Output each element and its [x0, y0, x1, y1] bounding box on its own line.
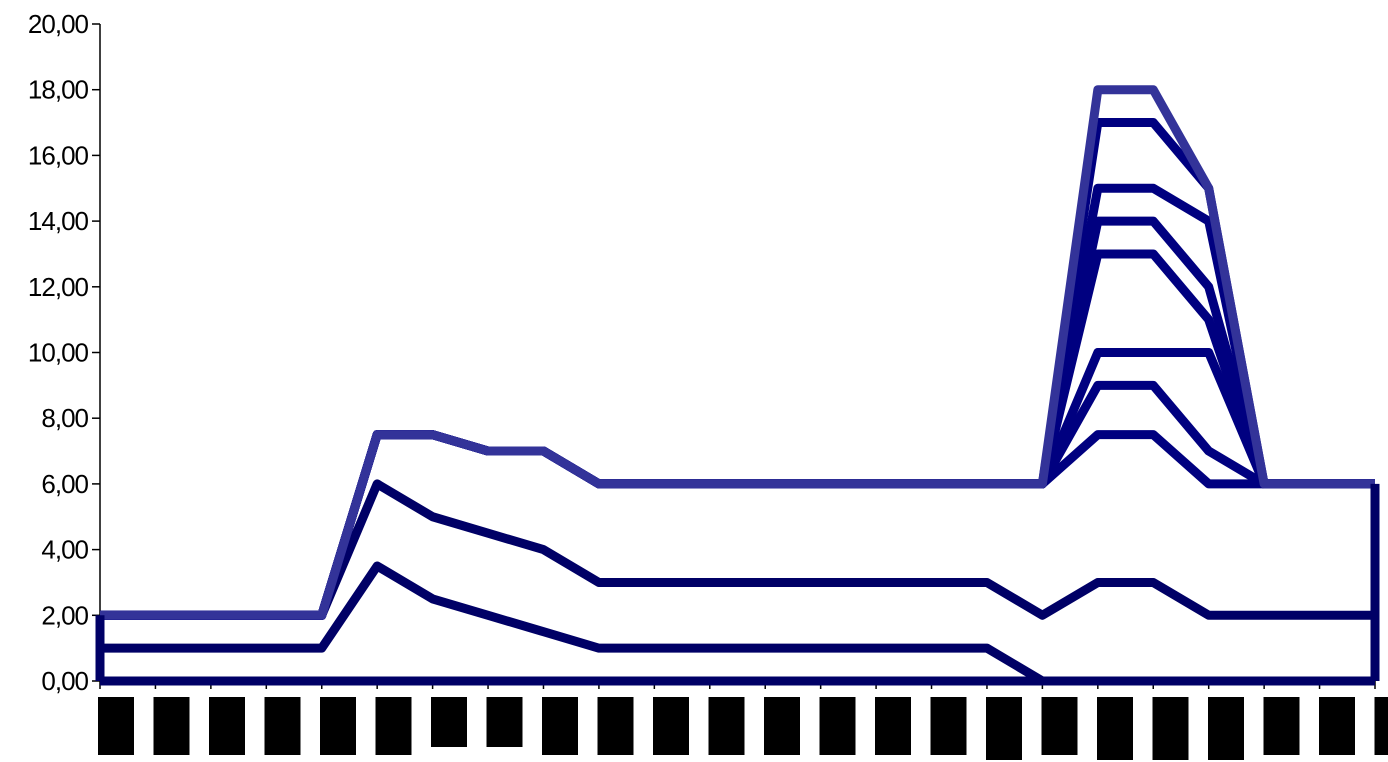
redacted-x-label	[486, 697, 523, 747]
redacted-x-label	[708, 697, 745, 755]
y-tick-label: 16,00	[28, 140, 89, 170]
redacted-x-label	[1374, 697, 1388, 755]
series-line-11	[100, 85, 1375, 620]
redacted-x-label	[875, 697, 911, 755]
series-line-7	[100, 249, 1375, 620]
series-line-2	[100, 561, 1375, 686]
redacted-x-label	[986, 697, 1022, 760]
redacted-x-label	[264, 697, 301, 755]
redacted-x-label	[320, 697, 356, 755]
series-line-4	[100, 430, 1375, 620]
series-lines	[95, 85, 1380, 686]
redacted-x-label	[764, 697, 800, 755]
redacted-x-label	[431, 697, 467, 747]
redacted-x-label	[1319, 697, 1355, 755]
redacted-x-label	[153, 697, 190, 755]
y-tick-label: 6,00	[41, 469, 88, 499]
redacted-x-label	[930, 697, 967, 755]
y-tick-label: 4,00	[41, 535, 88, 565]
redacted-x-label	[98, 697, 134, 755]
y-tick-label: 12,00	[28, 272, 89, 302]
redacted-x-label	[542, 697, 578, 755]
redacted-x-label	[1208, 697, 1244, 760]
redacted-x-label	[1152, 697, 1189, 760]
redacted-x-label	[1263, 697, 1300, 755]
y-tick-label: 2,00	[41, 600, 88, 630]
y-tick-label: 8,00	[41, 403, 88, 433]
y-tick-label: 0,00	[41, 666, 88, 696]
series-line-3	[100, 479, 1375, 620]
y-axis: 0,00 2,00 4,00 6,00 8,00 10,00 12,00 14,00 16,00…	[28, 9, 101, 696]
redacted-x-label	[1041, 697, 1078, 755]
series-line-10	[100, 118, 1375, 620]
redacted-x-label	[375, 697, 412, 755]
redacted-x-labels	[98, 697, 1388, 760]
redacted-x-label	[209, 697, 245, 755]
y-tick-label: 18,00	[28, 75, 89, 105]
redacted-x-label	[597, 697, 634, 755]
redacted-x-label	[819, 697, 856, 755]
y-tick-label: 10,00	[28, 338, 89, 368]
y-tick-label: 20,00	[28, 9, 89, 39]
redacted-x-label	[653, 697, 689, 755]
y-tick-label: 14,00	[28, 206, 89, 236]
redacted-x-label	[1097, 697, 1133, 760]
